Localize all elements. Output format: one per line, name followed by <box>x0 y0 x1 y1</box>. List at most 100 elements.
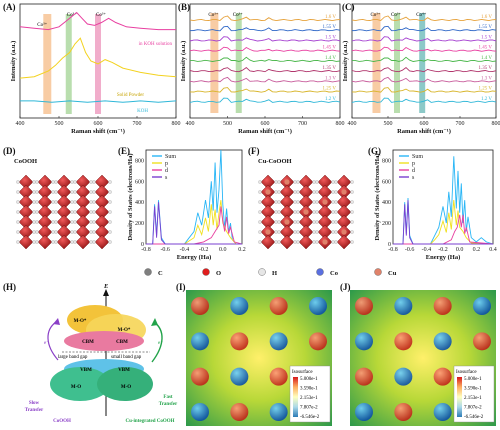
hydrogen-atom <box>51 190 55 194</box>
hydrogen-atom <box>331 240 335 244</box>
voltage-label: 1.45 V <box>478 46 492 51</box>
y-tick-label: 800 <box>382 158 391 164</box>
hydrogen-atom <box>277 220 281 224</box>
hydrogen-atom <box>312 240 316 244</box>
y-axis-label: Density of States (electrons/Ha) <box>374 153 381 240</box>
hydrogen-atom <box>70 190 74 194</box>
dos-line-1 <box>146 200 242 245</box>
hydrogen-atom <box>89 190 93 194</box>
peak-label: Co³⁺ <box>96 12 106 18</box>
y-tick-label: 0 <box>141 242 144 248</box>
hydrogen-atom <box>277 230 281 234</box>
x-tick-label: 0.0 <box>219 247 227 253</box>
x-tick-label: 800 <box>336 121 345 127</box>
isosurface-colorbar <box>457 377 462 417</box>
copper-atom <box>284 179 290 185</box>
peak-band <box>235 13 242 113</box>
isosurface-lobe <box>433 297 452 315</box>
x-tick-label: 0.0 <box>456 247 464 253</box>
isosurface-lobe <box>230 403 249 421</box>
hydrogen-atom <box>274 220 278 224</box>
spectrum-line <box>189 15 341 22</box>
spectrum-line <box>189 25 341 32</box>
isosurface-lobe <box>269 332 288 351</box>
peak-label: Co³⁺ <box>233 12 243 18</box>
copper-atom <box>341 189 347 195</box>
slow-transfer-label: Slow Transfer <box>25 401 44 413</box>
voltage-label: 1.4 V <box>325 56 336 61</box>
hydrogen-atom <box>35 190 39 194</box>
hydrogen-atom <box>334 220 338 224</box>
hydrogen-atom <box>331 200 335 204</box>
octahedron <box>336 234 352 250</box>
isosurface-lobe <box>309 332 327 351</box>
hydrogen-atom <box>89 240 93 244</box>
x-axis-label: Raman shift (cm⁻¹) <box>71 128 125 135</box>
hydrogen-atom <box>73 200 77 204</box>
isosurface-value: 2.153e-1 <box>300 396 318 401</box>
copper-atom <box>265 189 271 195</box>
legend-label: KOH <box>137 109 148 114</box>
isosurface-lobe <box>230 297 249 315</box>
y-axis-label: Intensity (a.u.) <box>10 41 17 82</box>
raman-panel-c: Co³⁺ Co³⁺ Co⁴⁺ 1.6 V 1.55 V 1.5 V 1.45 V 1.4 V 1… <box>342 3 500 135</box>
atom-swatch <box>202 268 210 276</box>
hydrogen-atom <box>32 230 36 234</box>
hydrogen-atom <box>258 220 262 224</box>
x-tick-label: -0.4 <box>422 247 432 253</box>
hydrogen-atom <box>35 180 39 184</box>
spectrum-line <box>351 87 497 93</box>
x-tick-label: 600 <box>261 121 270 127</box>
hydrogen-atom <box>274 240 278 244</box>
isosurface-legend-title: Isosurface <box>292 370 313 375</box>
hydrogen-atom <box>334 240 338 244</box>
hydrogen-atom <box>334 200 338 204</box>
plot-frame <box>392 149 494 245</box>
hydrogen-atom <box>89 230 93 234</box>
hydrogen-atom <box>32 200 36 204</box>
hydrogen-atom <box>51 220 55 224</box>
spectrum-line <box>351 76 497 83</box>
isosurface-lobe <box>191 297 209 315</box>
y-tick-label: 600 <box>382 179 391 185</box>
spectrum-line <box>351 97 497 103</box>
y-tick-label: 600 <box>135 179 144 185</box>
legend-label: d <box>412 168 415 174</box>
hydrogen-atom <box>258 240 262 244</box>
isosurface-lobe <box>269 367 288 386</box>
hydrogen-atom <box>258 200 262 204</box>
octahedron <box>279 234 295 250</box>
hydrogen-atom <box>51 200 55 204</box>
hydrogen-atom <box>54 190 58 194</box>
hydrogen-atom <box>350 200 354 204</box>
isosurface-value: -6.546e-2 <box>464 415 484 420</box>
legend-label: s <box>165 175 168 181</box>
isosurface-lobe <box>394 367 413 386</box>
isosurface-lobe <box>394 297 413 315</box>
hydrogen-atom <box>274 200 278 204</box>
hydrogen-atom <box>350 220 354 224</box>
hydrogen-atom <box>331 210 335 214</box>
voltage-label: 1.55 V <box>322 25 336 30</box>
large-gap-label: large band gap <box>58 355 88 360</box>
fast-arrowhead <box>151 318 158 326</box>
peak-band <box>394 13 400 113</box>
isosurface-lobe <box>269 297 288 315</box>
spectrum-line <box>351 46 497 52</box>
hydrogen-atom <box>73 230 77 234</box>
mo-left-label: M-O <box>71 385 81 390</box>
y-axis-label: Density of States (electrons/Ha) <box>127 153 134 240</box>
x-tick-label: 0.2 <box>238 247 246 253</box>
octahedron <box>56 234 72 250</box>
panel-label-f: (F) <box>248 146 260 156</box>
hydrogen-atom <box>51 210 55 214</box>
spectrum-line <box>189 76 341 83</box>
hydrogen-atom <box>293 190 297 194</box>
hydrogen-atom <box>92 180 96 184</box>
voltage-label: 1.5 V <box>325 35 336 40</box>
hydrogen-atom <box>293 230 297 234</box>
isosurface-value: 3.590e-1 <box>464 387 482 392</box>
hydrogen-atom <box>73 220 77 224</box>
hydrogen-atom <box>32 210 36 214</box>
hydrogen-atom <box>89 180 93 184</box>
